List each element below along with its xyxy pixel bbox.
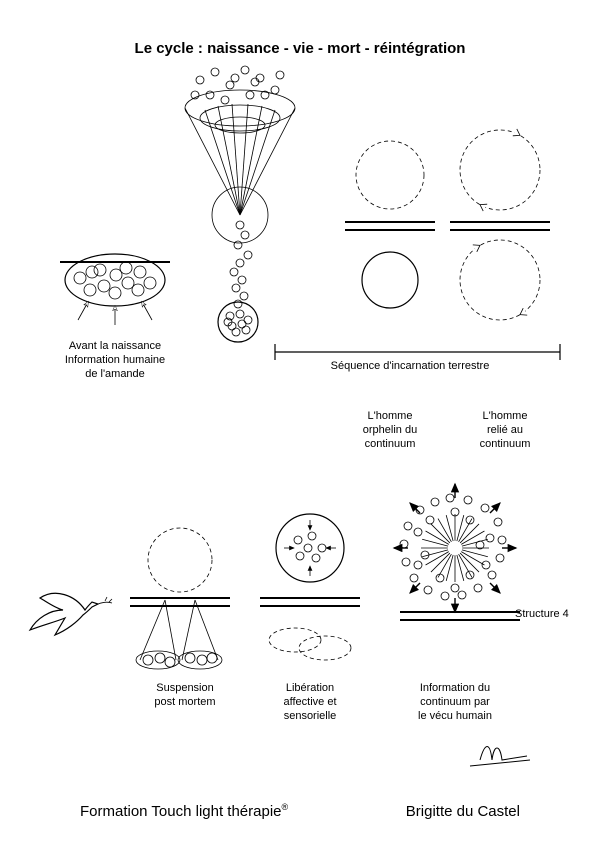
page: Le cycle : naissance - vie - mort - réin… <box>0 0 600 848</box>
diagram <box>0 0 600 848</box>
